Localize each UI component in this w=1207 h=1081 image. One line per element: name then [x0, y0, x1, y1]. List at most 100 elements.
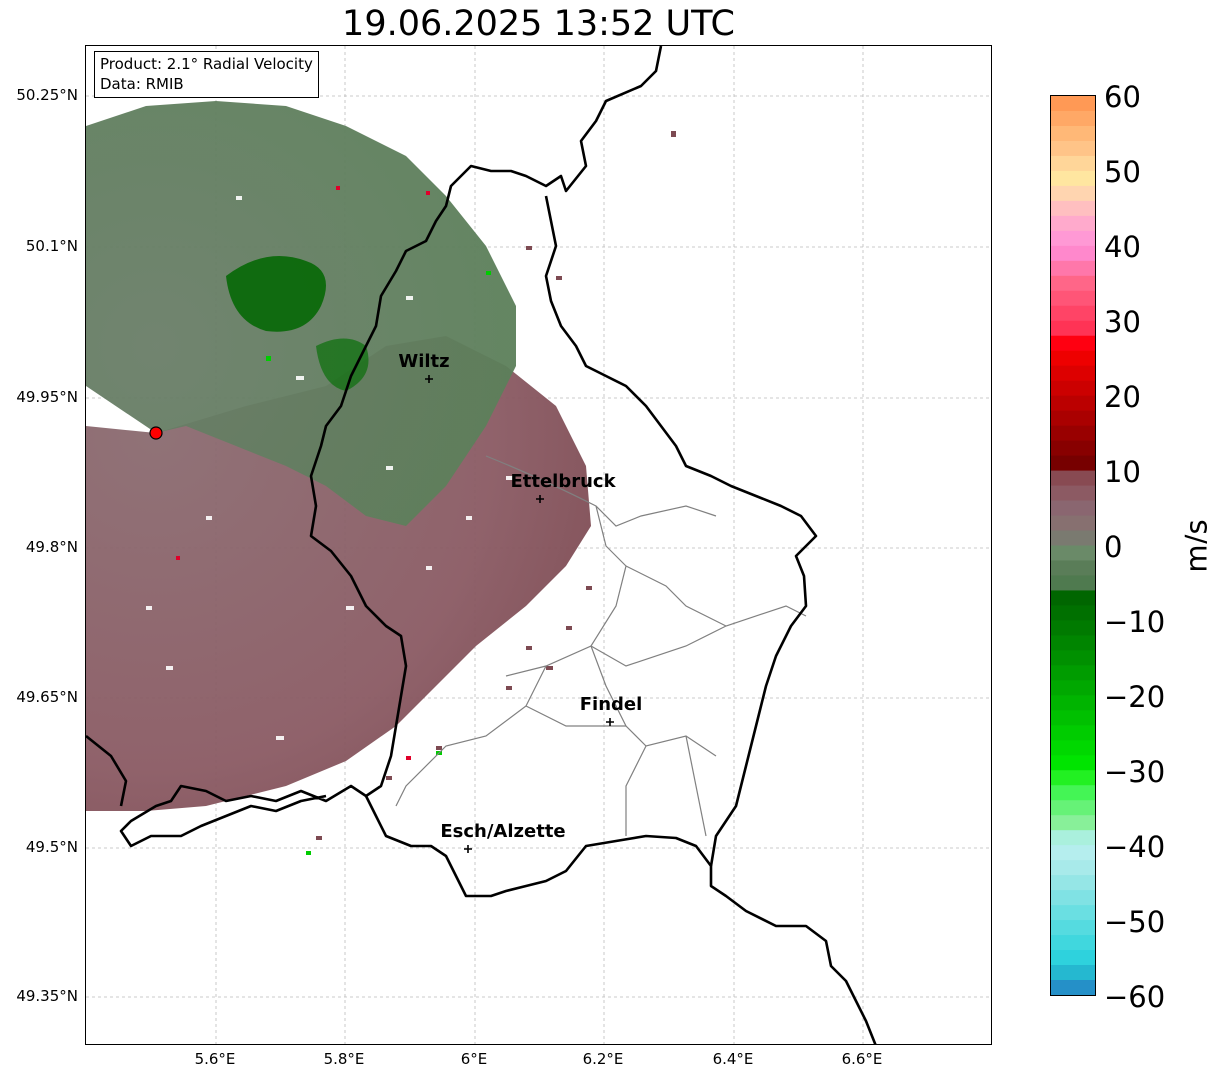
- colorbar-band: [1051, 935, 1095, 951]
- colorbar-band: [1051, 515, 1095, 532]
- colorbar-band: [1051, 710, 1095, 726]
- lon-tick-label: 6.6°E: [841, 1050, 883, 1068]
- colorbar-band: [1051, 785, 1095, 801]
- colorbar-tick-label: 50: [1104, 155, 1141, 189]
- lon-tick-label: 5.6°E: [194, 1050, 236, 1068]
- colorbar-unit-label: m/s: [1179, 519, 1207, 573]
- colorbar-band: [1051, 950, 1095, 966]
- colorbar-band: [1051, 185, 1095, 202]
- colorbar-band: [1051, 245, 1095, 262]
- lon-tick-label: 6.2°E: [582, 1050, 624, 1068]
- colorbar-tick-label: −40: [1104, 830, 1166, 864]
- colorbar-band: [1051, 875, 1095, 891]
- colorbar-tick-label: −20: [1104, 680, 1166, 714]
- colorbar-band: [1051, 965, 1095, 981]
- colorbar-band: [1051, 230, 1095, 247]
- colorbar-tick-label: −30: [1104, 755, 1166, 789]
- info-box: Product: 2.1° Radial Velocity Data: RMIB: [94, 51, 319, 98]
- city-label-esch-alzette: Esch/Alzette: [440, 821, 566, 842]
- colorbar-band: [1051, 500, 1095, 517]
- colorbar-band: [1051, 200, 1095, 217]
- lon-tick-label: 5.8°E: [323, 1050, 365, 1068]
- colorbar-band: [1051, 560, 1095, 577]
- lat-tick-label: 50.25°N: [16, 86, 78, 104]
- colorbar-tick-label: 0: [1104, 530, 1123, 564]
- colorbar-band: [1051, 290, 1095, 307]
- colorbar-tick-label: 40: [1104, 230, 1141, 264]
- national-border: [86, 46, 877, 1044]
- colorbar-band: [1051, 770, 1095, 786]
- colorbar-band: [1051, 575, 1095, 592]
- product-label: Product: 2.1° Radial Velocity: [100, 55, 313, 73]
- colorbar-band: [1051, 470, 1095, 487]
- colorbar-band: [1051, 395, 1095, 412]
- lon-tick-label: 6.4°E: [712, 1050, 754, 1068]
- velocity-field: [86, 101, 676, 855]
- map-title: 19.06.2025 13:52 UTC: [342, 4, 735, 44]
- colorbar-band: [1051, 440, 1095, 457]
- colorbar-band: [1051, 365, 1095, 382]
- colorbar-band: [1051, 305, 1095, 322]
- colorbar-band: [1051, 605, 1095, 622]
- city-marker-wiltz: [425, 375, 433, 383]
- colorbar-tick-label: −10: [1104, 605, 1166, 639]
- city-marker-esch: [464, 845, 472, 853]
- colorbar-band: [1051, 590, 1095, 607]
- colorbar-band: [1051, 140, 1095, 157]
- colorbar-band: [1051, 830, 1095, 846]
- city-label-findel: Findel: [579, 694, 643, 715]
- lat-tick-label: 49.65°N: [16, 688, 78, 706]
- colorbar-band: [1051, 620, 1095, 636]
- colorbar-band: [1051, 410, 1095, 427]
- colorbar-band: [1051, 890, 1095, 906]
- colorbar-band: [1051, 635, 1095, 651]
- colorbar: [1050, 95, 1096, 996]
- colorbar-gradient: [1051, 96, 1095, 996]
- city-label-wiltz: Wiltz: [398, 351, 450, 372]
- colorbar-band: [1051, 350, 1095, 367]
- colorbar-band: [1051, 650, 1095, 666]
- colorbar-tick-label: 60: [1104, 80, 1141, 114]
- data-source-label: Data: RMIB: [100, 75, 184, 93]
- colorbar-band: [1051, 755, 1095, 771]
- radar-map[interactable]: [85, 45, 992, 1045]
- colorbar-band: [1051, 815, 1095, 831]
- colorbar-band: [1051, 455, 1095, 472]
- colorbar-band: [1051, 215, 1095, 232]
- colorbar-band: [1051, 860, 1095, 876]
- city-marker-findel: [606, 718, 614, 726]
- colorbar-band: [1051, 170, 1095, 187]
- colorbar-band: [1051, 800, 1095, 816]
- colorbar-band: [1051, 275, 1095, 292]
- colorbar-tick-label: −60: [1104, 980, 1166, 1014]
- colorbar-band: [1051, 96, 1095, 112]
- colorbar-band: [1051, 905, 1095, 921]
- colorbar-band: [1051, 695, 1095, 711]
- colorbar-band: [1051, 545, 1095, 562]
- colorbar-band: [1051, 845, 1095, 861]
- radar-site-marker: [149, 426, 163, 440]
- lat-tick-label: 49.8°N: [25, 538, 78, 556]
- colorbar-band: [1051, 980, 1095, 996]
- radar-map-canvas: [86, 46, 991, 1044]
- colorbar-band: [1051, 155, 1095, 172]
- colorbar-tick-label: 10: [1104, 455, 1141, 489]
- colorbar-band: [1051, 260, 1095, 277]
- colorbar-band: [1051, 425, 1095, 442]
- colorbar-band: [1051, 485, 1095, 502]
- lat-tick-label: 49.5°N: [25, 838, 78, 856]
- lat-tick-label: 50.1°N: [25, 237, 78, 255]
- canton-boundaries: [395, 455, 807, 837]
- colorbar-band: [1051, 530, 1095, 547]
- colorbar-band: [1051, 125, 1095, 142]
- lon-tick-label: 6°E: [460, 1050, 488, 1068]
- city-marker-ettelbruck: [536, 495, 544, 503]
- lat-tick-label: 49.95°N: [16, 388, 78, 406]
- colorbar-band: [1051, 380, 1095, 397]
- colorbar-band: [1051, 335, 1095, 352]
- colorbar-band: [1051, 725, 1095, 741]
- city-markers: [425, 375, 614, 853]
- colorbar-tick-label: 30: [1104, 305, 1141, 339]
- colorbar-tick-label: 20: [1104, 380, 1141, 414]
- colorbar-band: [1051, 320, 1095, 337]
